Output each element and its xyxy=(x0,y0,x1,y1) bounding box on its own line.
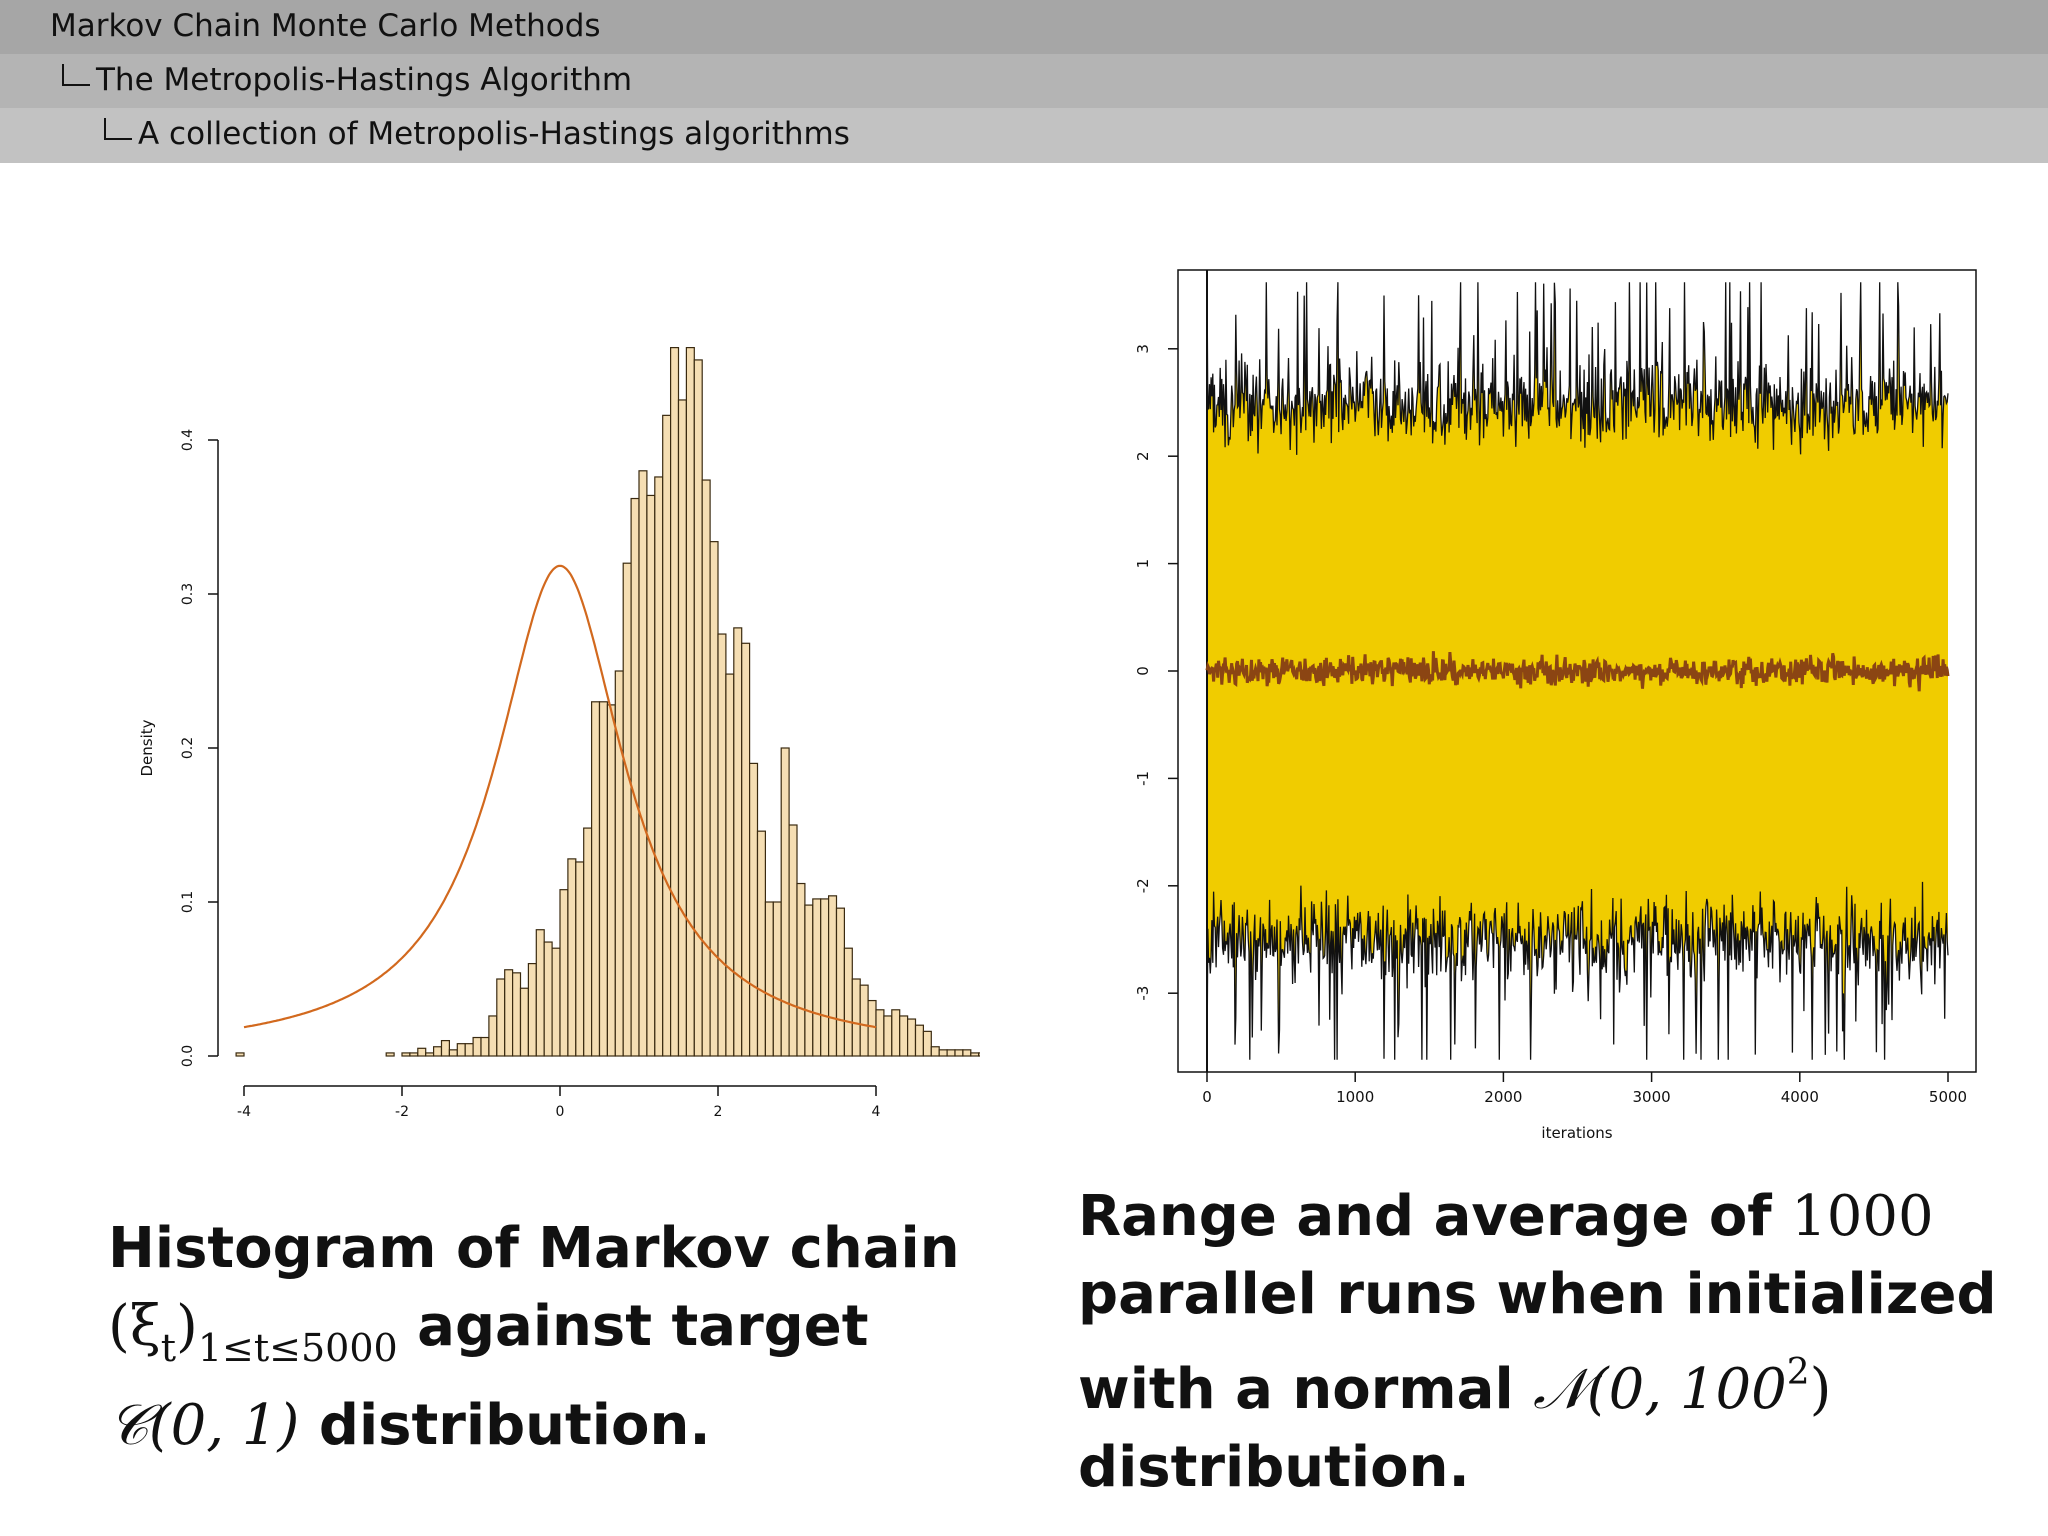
subsection-title: The Metropolis-Hastings Algorithm xyxy=(96,62,633,98)
histogram-chart: -4 -2 0 2 4 0.0 0.1 0.2 0.3 0.4 Density xyxy=(138,347,980,1120)
range-upper-line xyxy=(1206,275,1949,455)
y-tick-label: 0.3 xyxy=(180,583,196,605)
x-tick-label: 3000 xyxy=(1633,1088,1671,1106)
right-caption-line-1-text: Range and average of xyxy=(1078,1184,1792,1249)
x-tick-label: 0 xyxy=(556,1104,565,1120)
x-tick-label: 2 xyxy=(714,1104,723,1120)
y-tick-label: 2 xyxy=(1134,451,1152,461)
histogram-bar xyxy=(417,1047,427,1057)
right-caption-line-1: Range and average of 1000 xyxy=(1078,1178,2018,1256)
y-axis-label: Density xyxy=(138,719,156,776)
y-tick-label: 0.2 xyxy=(180,737,196,759)
left-caption-line-1: Histogram of Markov chain xyxy=(108,1216,960,1281)
right-caption-line-4: distribution. xyxy=(1078,1435,1470,1500)
x-tick-label: 5000 xyxy=(1929,1088,1967,1106)
right-caption: Range and average of 1000 parallel runs … xyxy=(1078,1178,2018,1507)
x-tick-label: 0 xyxy=(1202,1088,1212,1106)
range-lower-line xyxy=(1206,881,1949,1067)
index-range: 1≤t≤5000 xyxy=(197,1326,398,1370)
left-caption: Histogram of Markov chain (ξt)1≤t≤5000 a… xyxy=(108,1210,1008,1465)
x-axis-label: iterations xyxy=(1541,1124,1612,1142)
x-tick-label: -2 xyxy=(395,1104,409,1120)
cauchy-density-curve xyxy=(243,564,877,1029)
xi-close-paren: ) xyxy=(175,1294,198,1359)
average-line xyxy=(1205,651,1950,692)
left-caption-line-2: (ξt)1≤t≤5000 against target xyxy=(108,1288,1008,1387)
breadcrumb-level-3: A collection of Metropolis-Hastings algo… xyxy=(0,108,2048,163)
x-tick-label: 4 xyxy=(872,1104,881,1120)
y-tick-label: 0.0 xyxy=(180,1045,196,1067)
runs-count: 1000 xyxy=(1791,1184,1934,1249)
histogram-bar xyxy=(235,1052,245,1057)
normal-close-paren: ) xyxy=(1809,1357,1832,1422)
variance-exponent: 2 xyxy=(1786,1352,1810,1393)
xi-subscript-t: t xyxy=(160,1326,176,1370)
y-tick-label: -1 xyxy=(1134,771,1152,786)
y-tick-label: -2 xyxy=(1134,878,1152,893)
x-tick-label: 2000 xyxy=(1484,1088,1522,1106)
normal-symbol: 𝒩(0, 100 xyxy=(1533,1357,1787,1422)
left-caption-line-3-text: distribution. xyxy=(299,1393,711,1458)
y-tick-label: 0.4 xyxy=(180,429,196,451)
trace-chart: 0 1000 2000 3000 4000 5000 iterations -3 -2 -1 0 1 2… xyxy=(1134,269,1977,1142)
x-tick-label: -4 xyxy=(237,1104,251,1120)
tree-elbow-icon xyxy=(62,64,90,86)
frame-title: A collection of Metropolis-Hastings algo… xyxy=(138,116,850,152)
histogram-bar xyxy=(440,1039,451,1057)
histogram-bar xyxy=(922,1030,932,1057)
y-tick-label: 1 xyxy=(1134,559,1152,569)
y-tick-label: 0 xyxy=(1134,666,1152,676)
section-title: Markov Chain Monte Carlo Methods xyxy=(50,8,601,44)
right-caption-line-2: parallel runs when initialized xyxy=(1078,1262,1997,1327)
cauchy-symbol: 𝒞(0, 1) xyxy=(108,1393,300,1458)
y-tick-label: 0.1 xyxy=(180,891,196,913)
breadcrumb-level-2: The Metropolis-Hastings Algorithm xyxy=(0,54,2048,108)
breadcrumb-level-1: Markov Chain Monte Carlo Methods xyxy=(0,0,2048,54)
x-tick-label: 1000 xyxy=(1336,1088,1374,1106)
right-caption-line-3-text: with a normal xyxy=(1078,1357,1534,1422)
tree-elbow-icon xyxy=(104,118,132,140)
left-caption-line-2-text: against target xyxy=(397,1294,869,1359)
left-caption-line-3: 𝒞(0, 1) distribution. xyxy=(108,1387,1008,1465)
y-tick-label: 3 xyxy=(1134,344,1152,354)
histogram-bar xyxy=(978,1052,980,1057)
y-tick-label: -3 xyxy=(1134,986,1152,1001)
x-tick-label: 4000 xyxy=(1781,1088,1819,1106)
histogram-bar xyxy=(385,1052,395,1057)
xi-symbol: (ξ xyxy=(108,1294,161,1359)
right-caption-line-3: with a normal 𝒩(0, 1002) xyxy=(1078,1334,2018,1429)
